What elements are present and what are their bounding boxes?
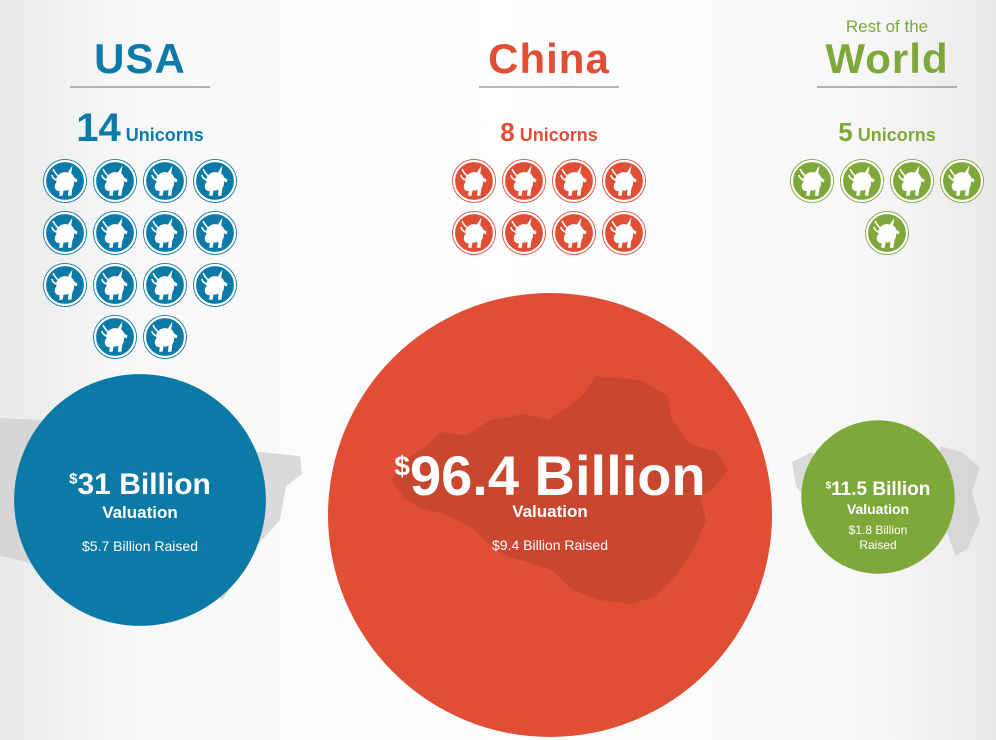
usa-valuation-text: 31 Billion	[77, 468, 210, 501]
unicorn-icon	[93, 159, 137, 203]
usa-valuation-label: Valuation	[102, 503, 178, 522]
unicorn-icon	[452, 211, 496, 255]
unicorn-icon	[840, 159, 884, 203]
china-raised-text: $9.4 Billion Raised	[492, 537, 608, 553]
china-bubble-circle	[328, 293, 772, 737]
usa-bubble-circle	[14, 374, 266, 626]
unicorn-icon	[193, 159, 237, 203]
unicorn-icon	[502, 211, 546, 255]
unicorn-icon	[43, 159, 87, 203]
unicorn-icon	[865, 211, 909, 255]
unicorn-icon	[602, 211, 646, 255]
unicorn-icon	[143, 159, 187, 203]
unicorn-icon	[143, 263, 187, 307]
unicorn-icon	[940, 159, 984, 203]
unicorn-icon	[93, 211, 137, 255]
world-raised-line: $1.8 Billion	[849, 523, 908, 537]
unicorn-icon	[890, 159, 934, 203]
unicorn-icon	[452, 159, 496, 203]
world-unicorn-count: 5 Unicorns	[838, 117, 935, 147]
unicorn-icon	[790, 159, 834, 203]
china-valuation-text: 96.4 Billion	[410, 444, 706, 507]
unicorn-icon	[552, 211, 596, 255]
china-valuation-label: Valuation	[512, 502, 588, 521]
china-unicorn-count: 8 Unicorns	[500, 117, 597, 147]
usa-title: USA	[94, 35, 186, 82]
world-unicorn-count-label: Unicorns	[858, 125, 936, 145]
china-unicorn-count-number: 8	[500, 117, 514, 147]
unicorn-icon	[43, 263, 87, 307]
world-valuation-label: Valuation	[847, 501, 909, 517]
world-valuation-amount: $11.5 Billion	[826, 479, 931, 500]
unicorn-icon	[193, 263, 237, 307]
world-valuation-currency: $	[826, 480, 832, 491]
usa-unicorn-count-label: Unicorns	[126, 125, 204, 145]
world-bubble-circle	[801, 420, 955, 574]
usa-raised-text: $5.7 Billion Raised	[82, 538, 198, 554]
unicorn-icon	[93, 263, 137, 307]
unicorn-icon	[43, 211, 87, 255]
unicorn-icon	[602, 159, 646, 203]
unicorn-icon	[143, 211, 187, 255]
usa-valuation-amount: $31 Billion	[69, 468, 211, 501]
unicorn-icon	[193, 211, 237, 255]
usa-unicorn-count: 14 Unicorns	[76, 106, 204, 150]
unicorn-icon	[552, 159, 596, 203]
usa-valuation-bubble: $31 Billion Valuation $5.7 Billion Raised	[14, 374, 266, 626]
china-unicorn-count-label: Unicorns	[520, 125, 598, 145]
world-title: World	[825, 35, 948, 82]
world-unicorn-count-number: 5	[838, 117, 852, 147]
unicorn-icon	[143, 315, 187, 359]
china-map-icon	[392, 376, 728, 604]
usa-valuation-currency: $	[69, 471, 78, 488]
china-title: China	[488, 35, 610, 82]
unicorn-icon	[93, 315, 137, 359]
world-title-top: Rest of the	[846, 17, 928, 36]
unicorn-icon	[502, 159, 546, 203]
china-valuation-amount: $96.4 Billion	[394, 444, 705, 507]
china-valuation-currency: $	[394, 450, 410, 481]
world-valuation-text: 11.5 Billion	[831, 479, 930, 500]
world-raised-line: Raised	[859, 538, 896, 552]
usa-unicorn-count-number: 14	[76, 106, 121, 150]
